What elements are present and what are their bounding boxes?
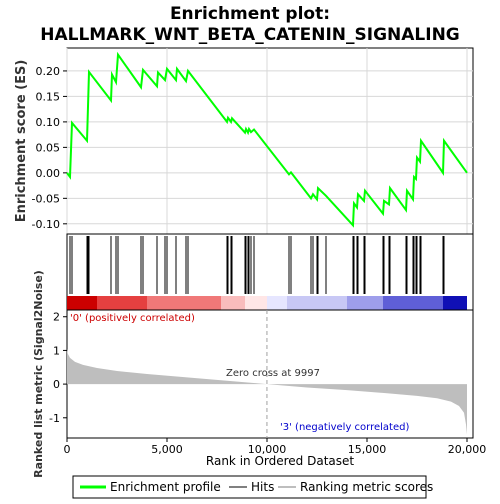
color-band-segment [267,296,287,310]
color-band-segment [383,296,443,310]
rank-y-axis: -1 0 1 2 [49,311,67,425]
x-tick-label: 0 [64,443,71,456]
x-tick-label: 10,000 [248,443,287,456]
color-band [67,296,467,310]
color-band-segment [287,296,347,310]
x-tick-label: 20,000 [448,443,487,456]
x-axis: 0 5,000 10,000 15,000 20,000 [64,438,487,456]
color-band-segment [97,296,147,310]
legend-enrichment-label: Enrichment profile [110,480,221,494]
rank-y-tick-label: 1 [53,344,60,357]
es-y-tick-label: 0.10 [36,116,61,129]
color-band-segment [443,296,467,310]
x-axis-label: Rank in Ordered Dataset [206,454,354,468]
es-panel-frame [66,47,474,235]
positive-correlated-label: '0' (positively correlated) [70,313,195,324]
color-band-segment [245,296,267,310]
ranking-metric-area [67,348,467,435]
chart-title-line-2: HALLMARK_WNT_BETA_CATENIN_SIGNALING [40,25,460,45]
es-y-tick-label: -0.05 [32,192,60,205]
rank-y-tick-label: 0 [53,378,60,391]
legend-ranking-label: Ranking metric scores [300,480,433,494]
legend-box [72,475,427,499]
x-tick-label: 15,000 [348,443,387,456]
color-band-segment [221,296,245,310]
negative-correlated-label: '3' (negatively correlated) [280,422,409,433]
es-y-tick-label: -0.10 [32,218,60,231]
es-y-axis: -0.10 -0.05 0.00 0.05 0.10 0.15 0.20 [32,65,67,231]
legend-hits-label: Hits [251,480,274,494]
es-y-tick-label: 0.00 [36,167,61,180]
es-y-tick-label: 0.20 [36,65,61,78]
es-y-axis-label: Enrichment score (ES) [14,60,29,223]
chart-title-line-1: Enrichment plot: [170,4,330,24]
rank-y-tick-label: 2 [53,311,60,324]
enrichment-profile-line [66,51,468,228]
es-grid [66,48,473,234]
rank-y-axis-label: Ranked list metric (Signal2Noise) [32,270,45,478]
hits-group [69,236,445,294]
es-y-tick-label: 0.05 [36,141,61,154]
color-band-segment [67,296,97,310]
color-band-segment [147,296,221,310]
x-tick-label: 5,000 [151,443,183,456]
zero-cross-label: Zero cross at 9997 [226,368,320,379]
es-y-tick-label: 0.15 [36,90,61,103]
rank-y-tick-label: -1 [49,412,60,425]
color-band-segment [347,296,383,310]
